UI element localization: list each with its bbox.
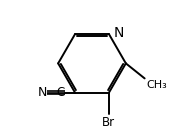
Text: N: N bbox=[38, 86, 47, 99]
Text: Br: Br bbox=[102, 117, 116, 129]
Text: C: C bbox=[56, 86, 64, 99]
Text: N: N bbox=[113, 26, 124, 40]
Text: CH₃: CH₃ bbox=[146, 80, 167, 90]
